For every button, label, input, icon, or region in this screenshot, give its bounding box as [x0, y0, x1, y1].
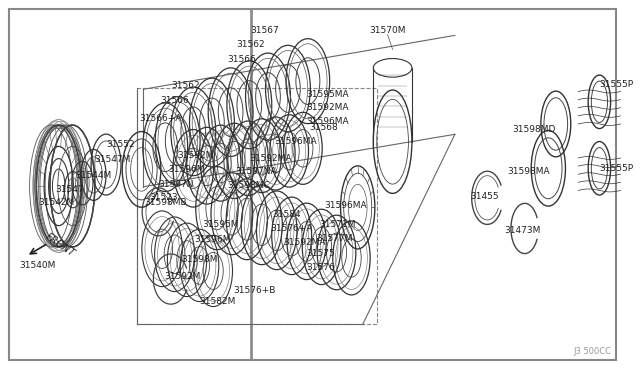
Text: 31576+A: 31576+A — [271, 224, 313, 233]
Text: 31473M: 31473M — [505, 226, 541, 235]
Text: 31571M: 31571M — [319, 220, 356, 229]
Text: 31547M: 31547M — [94, 155, 131, 164]
Text: J3 500CC: J3 500CC — [574, 347, 612, 356]
Text: 31566: 31566 — [227, 55, 255, 64]
Text: 31547: 31547 — [56, 185, 84, 194]
Text: 31597NA: 31597NA — [235, 167, 276, 176]
Text: 31596MA: 31596MA — [274, 137, 317, 146]
Text: 31598MB: 31598MB — [145, 198, 188, 207]
Text: 31568: 31568 — [310, 123, 339, 132]
Text: 31592M: 31592M — [177, 151, 213, 160]
Text: 31582M: 31582M — [200, 297, 236, 306]
Text: 31595M: 31595M — [202, 220, 239, 229]
Text: 31598M: 31598M — [180, 254, 218, 264]
Text: 31597N: 31597N — [158, 180, 194, 189]
Text: 31598MC: 31598MC — [227, 181, 269, 190]
Text: FRONT: FRONT — [44, 231, 77, 259]
Text: 31566: 31566 — [160, 96, 189, 105]
Bar — [9, 9, 252, 359]
Text: 31592M: 31592M — [164, 272, 201, 281]
Text: 31562: 31562 — [171, 81, 200, 90]
Text: 31523: 31523 — [149, 193, 178, 202]
Text: 31544M: 31544M — [76, 171, 112, 180]
Text: 31567: 31567 — [250, 26, 278, 35]
Text: 31555P: 31555P — [600, 164, 634, 173]
Text: 31577M: 31577M — [316, 234, 353, 243]
Text: 31598MD: 31598MD — [512, 125, 556, 134]
Text: 31596MA: 31596MA — [324, 201, 367, 210]
Bar — [137, 88, 377, 324]
Text: 31598MA: 31598MA — [508, 167, 550, 176]
Text: 31566+A: 31566+A — [139, 114, 181, 123]
Text: 31576: 31576 — [307, 263, 335, 272]
Text: 31596M: 31596M — [168, 165, 205, 174]
Text: 31584: 31584 — [273, 210, 301, 219]
Text: 31576+B: 31576+B — [233, 286, 275, 295]
Text: 31455: 31455 — [470, 192, 499, 201]
Text: 31542M: 31542M — [39, 198, 75, 207]
Text: 31596MA: 31596MA — [307, 116, 349, 125]
Text: 31562: 31562 — [236, 41, 265, 49]
Text: 31596M: 31596M — [195, 235, 231, 244]
Text: 31592MA: 31592MA — [250, 154, 292, 163]
Text: 31540M: 31540M — [19, 261, 56, 270]
Text: 31595MA: 31595MA — [307, 90, 349, 99]
Text: 31592MA: 31592MA — [307, 103, 349, 112]
Text: 31552: 31552 — [107, 140, 135, 149]
Bar — [251, 9, 616, 359]
Text: 31570M: 31570M — [369, 26, 406, 35]
Text: 31575: 31575 — [307, 249, 335, 258]
Text: 31592MA: 31592MA — [283, 238, 326, 247]
Text: 31555P: 31555P — [600, 80, 634, 89]
